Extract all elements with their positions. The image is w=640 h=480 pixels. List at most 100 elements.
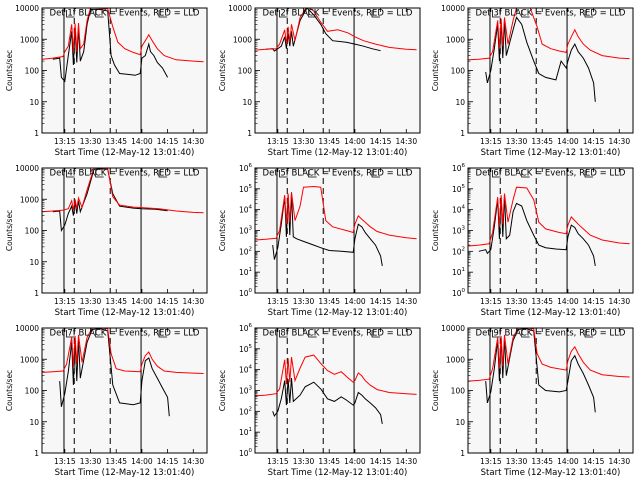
plot-background [255, 168, 420, 293]
panel-det-3: 13:15 13:30 13:45 14:00 14:15 14:30 1 10 100 1000… [431, 4, 634, 158]
y-tick-label: 10000 [15, 324, 39, 333]
events-series-line [478, 195, 596, 266]
plot-background [42, 8, 207, 133]
attenuator-bracket-mark [492, 170, 501, 178]
y-axis-label: Counts/sec [5, 210, 14, 251]
y-tick-label: 103 [239, 386, 253, 396]
x-axis-label: Start Time (12-May-12 13:01:40) [481, 468, 621, 478]
x-tick-label: 14:30 [395, 457, 417, 466]
y-tick-label: 100 [451, 67, 466, 76]
panel-det-6: 13:15 13:30 13:45 14:00 14:15 14:30 100 101 102 1… [431, 163, 634, 318]
x-tick-label: 14:15 [157, 297, 179, 306]
events-series-line [52, 168, 168, 233]
y-tick-label: 104 [239, 365, 253, 375]
panel-det-9: 13:15 13:30 13:45 14:00 14:15 14:30 1 10 100 1000… [431, 324, 634, 478]
x-tick-label: 13:15 [54, 137, 76, 146]
y-tick-label: 1000 [446, 355, 465, 364]
x-tick-label: 14:00 [131, 457, 153, 466]
attenuator-bracket-mark [66, 170, 75, 178]
x-tick-label: 14:30 [608, 297, 630, 306]
x-tick-label: 14:00 [557, 457, 579, 466]
y-tick-label: 1000 [446, 35, 465, 44]
panel-det-4: 13:15 13:30 13:45 14:00 14:15 14:30 1 10 100 1000… [5, 164, 208, 318]
x-tick-label: 14:00 [557, 137, 579, 146]
panel-title: Det 2f BLACK = Events, RED = LLD [263, 9, 413, 19]
y-tick-label: 102 [452, 246, 465, 256]
y-tick-label: 104 [452, 205, 466, 215]
attenuator-bracket-mark [95, 330, 104, 338]
x-tick-label: 14:30 [608, 137, 630, 146]
y-tick-label: 10000 [15, 164, 39, 173]
x-tick-label: 14:15 [583, 457, 605, 466]
lld-series-line [468, 8, 630, 61]
lld-series-line [255, 354, 417, 397]
attenuator-bracket-mark [371, 170, 381, 178]
events-series-line [272, 377, 383, 424]
panel-title: Det 9f BLACK = Events, RED = LLD [476, 329, 626, 339]
panel-det-8: 13:15 13:30 13:45 14:00 14:15 14:30 100 101 102 1… [218, 323, 421, 478]
x-tick-label: 13:30 [293, 457, 315, 466]
panel-title: Det 7f BLACK = Events, RED = LLD [50, 329, 200, 339]
x-tick-label: 14:15 [583, 297, 605, 306]
plot-background [255, 8, 420, 133]
x-tick-label: 14:15 [583, 137, 605, 146]
attenuator-bracket-mark [158, 330, 168, 338]
x-tick-label: 14:00 [344, 457, 366, 466]
y-tick-label: 102 [239, 246, 252, 256]
x-tick-label: 13:15 [267, 297, 289, 306]
y-axis-label: Counts/sec [5, 370, 14, 411]
y-tick-label: 10 [29, 418, 39, 427]
x-tick-label: 13:45 [531, 297, 553, 306]
x-axis-label: Start Time (12-May-12 13:01:40) [481, 308, 621, 318]
x-tick-label: 14:00 [344, 137, 366, 146]
x-tick-label: 14:15 [370, 137, 392, 146]
attenuator-bracket-mark [584, 170, 594, 178]
lld-series-line [468, 328, 630, 382]
x-tick-label: 14:00 [344, 297, 366, 306]
x-tick-label: 13:15 [267, 137, 289, 146]
y-tick-label: 10 [29, 258, 39, 267]
panel-det-7: 13:15 13:30 13:45 14:00 14:15 14:30 1 10 100 1000… [5, 324, 208, 478]
x-tick-label: 13:15 [480, 297, 502, 306]
x-tick-label: 13:30 [80, 457, 102, 466]
attenuator-bracket-mark [158, 10, 168, 18]
x-tick-label: 14:30 [182, 137, 204, 146]
y-axis-label: Counts/sec [218, 50, 227, 91]
y-tick-label: 105 [239, 184, 253, 194]
x-axis-label: Start Time (12-May-12 13:01:40) [55, 148, 195, 158]
y-tick-label: 10000 [441, 4, 465, 13]
attenuator-bracket-mark [95, 170, 104, 178]
x-tick-label: 14:30 [395, 297, 417, 306]
attenuator-bracket-mark [308, 170, 317, 178]
events-series-line [265, 8, 381, 52]
y-tick-label: 100 [238, 67, 253, 76]
y-tick-label: 101 [239, 427, 252, 437]
attenuator-bracket-mark [492, 10, 501, 18]
panel-title: Det 8f BLACK = Events, RED = LLD [263, 329, 413, 339]
attenuator-bracket-mark [371, 10, 381, 18]
attenuator-bracket-mark [492, 330, 501, 338]
y-tick-label: 106 [452, 163, 466, 173]
x-axis-label: Start Time (12-May-12 13:01:40) [268, 468, 408, 478]
x-tick-label: 13:45 [318, 137, 340, 146]
y-tick-label: 106 [239, 323, 253, 333]
x-tick-label: 13:45 [531, 457, 553, 466]
y-tick-label: 1 [460, 129, 465, 138]
y-tick-label: 10000 [441, 324, 465, 333]
x-tick-label: 13:30 [293, 137, 315, 146]
y-tick-label: 10 [455, 418, 465, 427]
y-tick-label: 100 [239, 448, 253, 458]
y-axis-label: Counts/sec [431, 370, 440, 411]
y-tick-label: 100 [25, 227, 40, 236]
lld-series-line [42, 168, 204, 214]
y-tick-label: 1 [247, 129, 252, 138]
x-axis-label: Start Time (12-May-12 13:01:40) [268, 308, 408, 318]
y-tick-label: 100 [25, 67, 40, 76]
y-tick-label: 105 [239, 344, 253, 354]
y-axis-label: Counts/sec [431, 50, 440, 91]
y-tick-label: 1000 [233, 35, 252, 44]
y-tick-label: 100 [452, 288, 466, 298]
plot-background [42, 168, 207, 293]
lld-series-line [255, 8, 417, 51]
y-tick-label: 100 [239, 288, 253, 298]
